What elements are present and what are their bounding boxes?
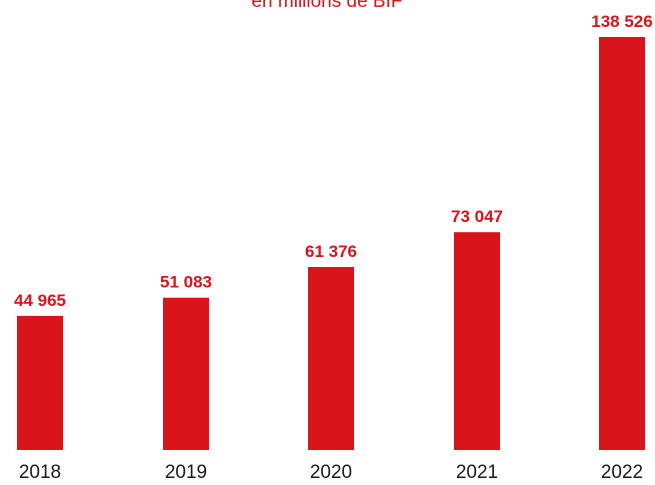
bar-2020 (308, 267, 354, 450)
bar-2018 (17, 315, 63, 450)
value-label-2021: 73 047 (451, 207, 503, 226)
x-tick-2018: 2018 (19, 462, 61, 483)
value-labels-group: 44 965 51 083 61 376 73 047 138 526 (14, 12, 653, 310)
bar-2019 (163, 297, 209, 450)
x-tick-2022: 2022 (601, 462, 643, 483)
x-tick-2020: 2020 (310, 462, 352, 483)
value-label-2019: 51 083 (160, 273, 212, 292)
x-axis-ticks: 2018 2019 2020 2021 2022 (19, 462, 643, 483)
bar-2021 (454, 232, 500, 450)
value-label-2020: 61 376 (305, 242, 357, 261)
value-label-2022: 138 526 (591, 12, 652, 31)
x-tick-2019: 2019 (165, 462, 207, 483)
x-tick-2021: 2021 (456, 462, 498, 483)
bars-group (17, 37, 645, 450)
value-label-2018: 44 965 (14, 291, 66, 310)
chart-subtitle: en millions de BIF (251, 0, 402, 12)
bar-2022 (599, 37, 645, 450)
